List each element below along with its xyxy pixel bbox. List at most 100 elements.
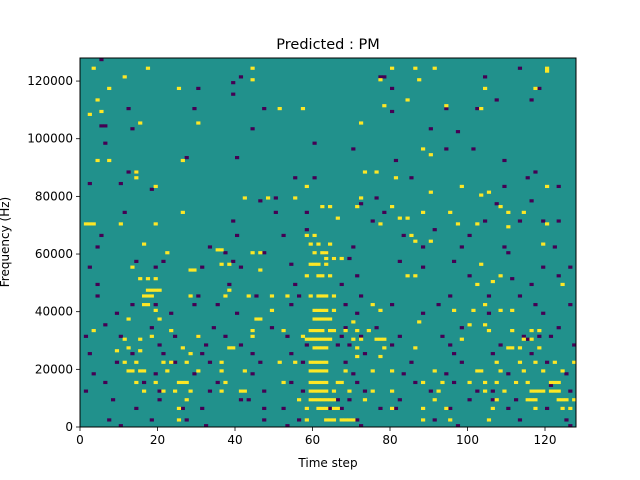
heatmap-cell-high <box>138 349 143 353</box>
heatmap-cell-high <box>258 268 263 272</box>
heatmap-cell-high <box>320 389 325 393</box>
heatmap-cell-high <box>413 274 418 278</box>
heatmap-cell-high <box>316 328 321 333</box>
heatmap-cell-high <box>165 251 170 255</box>
heatmap-cell-high <box>304 337 309 341</box>
heatmap-cell-high <box>560 282 565 287</box>
heatmap-cell-high <box>413 346 418 350</box>
heatmap-cell-high <box>370 369 375 373</box>
heatmap-cell-high <box>134 170 139 174</box>
heatmap-cell-low <box>568 265 573 269</box>
heatmap-cell-low <box>149 326 154 330</box>
heatmap-cell-low <box>475 389 480 393</box>
heatmap-cell-low <box>114 311 120 315</box>
heatmap-cell-high <box>328 242 333 246</box>
heatmap-cell-high <box>483 86 488 91</box>
heatmap-cell-high <box>479 369 484 373</box>
heatmap-cell-low <box>153 265 158 269</box>
heatmap-cell-high <box>312 360 317 364</box>
heatmap-cell-low <box>238 75 244 79</box>
heatmap-cell-low <box>157 398 162 402</box>
heatmap-cell-low <box>568 389 573 393</box>
heatmap-cell-low <box>157 389 162 393</box>
heatmap-cell-high <box>142 294 147 298</box>
heatmap-cell-low <box>347 256 352 261</box>
heatmap-cell-low <box>541 311 546 315</box>
heatmap-cell-low <box>273 210 278 214</box>
heatmap-cell-high <box>320 308 325 312</box>
heatmap-cell-high <box>552 380 557 385</box>
heatmap-cell-high <box>459 184 464 189</box>
heatmap-cell-low <box>204 424 209 428</box>
heatmap-cell-high <box>324 346 329 350</box>
heatmap-cell-high <box>339 380 344 385</box>
heatmap-cell-low <box>525 176 530 180</box>
heatmap-cell-low <box>475 107 480 111</box>
heatmap-cell-high <box>130 369 135 373</box>
heatmap-cell-high <box>347 389 352 393</box>
heatmap-cell-low <box>118 181 123 186</box>
heatmap-cell-low <box>517 294 523 298</box>
heatmap-cell-high <box>324 251 329 255</box>
heatmap-cell-low <box>343 326 348 330</box>
heatmap-cell-high <box>281 328 286 333</box>
heatmap-cell-low <box>568 303 573 307</box>
heatmap-cell-low <box>273 196 278 200</box>
heatmap-cell-high <box>331 294 337 298</box>
heatmap-cell-high <box>347 418 352 422</box>
heatmap-cell-low <box>448 294 453 298</box>
heatmap-cell-high <box>370 303 375 307</box>
heatmap-cell-high <box>335 216 340 220</box>
heatmap-cell-low <box>211 326 216 330</box>
heatmap-cell-low <box>122 210 127 214</box>
heatmap-cell-high <box>390 66 395 70</box>
heatmap-cell-high <box>545 184 550 189</box>
heatmap-cell-low <box>250 372 255 376</box>
heatmap-cell-high <box>176 406 182 411</box>
heatmap-cell-high <box>428 153 433 157</box>
heatmap-cell-high <box>498 308 503 312</box>
heatmap-cell-low <box>304 210 309 214</box>
heatmap-cell-low <box>347 398 352 402</box>
heatmap-cell-low <box>238 265 244 269</box>
heatmap-cell-high <box>486 328 492 333</box>
heatmap-cell-low <box>231 259 236 263</box>
heatmap-cell-low <box>235 233 240 238</box>
heatmap-cell-low <box>467 274 472 278</box>
heatmap-cell-high <box>444 104 449 108</box>
heatmap-cell-low <box>107 418 112 422</box>
heatmap-cell-low <box>556 219 561 223</box>
heatmap-cell-high <box>483 389 488 393</box>
heatmap-cell-high <box>312 398 317 402</box>
heatmap-cell-low <box>421 265 426 269</box>
heatmap-cell-low <box>304 228 309 232</box>
heatmap-cell-high <box>475 369 480 373</box>
heatmap-cell-high <box>312 251 317 255</box>
heatmap-cell-low <box>397 398 402 402</box>
heatmap-cell-low <box>506 406 511 411</box>
heatmap-cell-high <box>545 66 550 70</box>
plot-frame <box>79 57 577 428</box>
heatmap-cell-high <box>560 406 565 411</box>
heatmap-cell-high <box>355 354 360 359</box>
heatmap-cell-low <box>351 245 356 249</box>
heatmap-cell-high <box>176 418 182 422</box>
heatmap-cell-high <box>405 274 410 278</box>
heatmap-cell-low <box>289 380 294 385</box>
heatmap-cell-low <box>452 352 457 356</box>
y-tick-label: 40000 <box>35 305 73 319</box>
heatmap-cell-high <box>99 109 104 114</box>
heatmap-cell-low <box>130 127 135 131</box>
heatmap-cell-high <box>308 369 313 373</box>
heatmap-cell-low <box>362 352 368 356</box>
heatmap-cell-high <box>525 380 530 385</box>
heatmap-cell-high <box>428 239 433 243</box>
heatmap-cell-high <box>145 288 151 292</box>
heatmap-cell-high <box>421 147 426 151</box>
heatmap-cell-low <box>126 107 131 111</box>
heatmap-cell-low <box>448 343 453 347</box>
y-tick-label: 80000 <box>35 189 73 203</box>
heatmap-cell-high <box>335 380 340 385</box>
heatmap-cell-high <box>184 360 189 364</box>
heatmap-cell-high <box>300 334 306 338</box>
